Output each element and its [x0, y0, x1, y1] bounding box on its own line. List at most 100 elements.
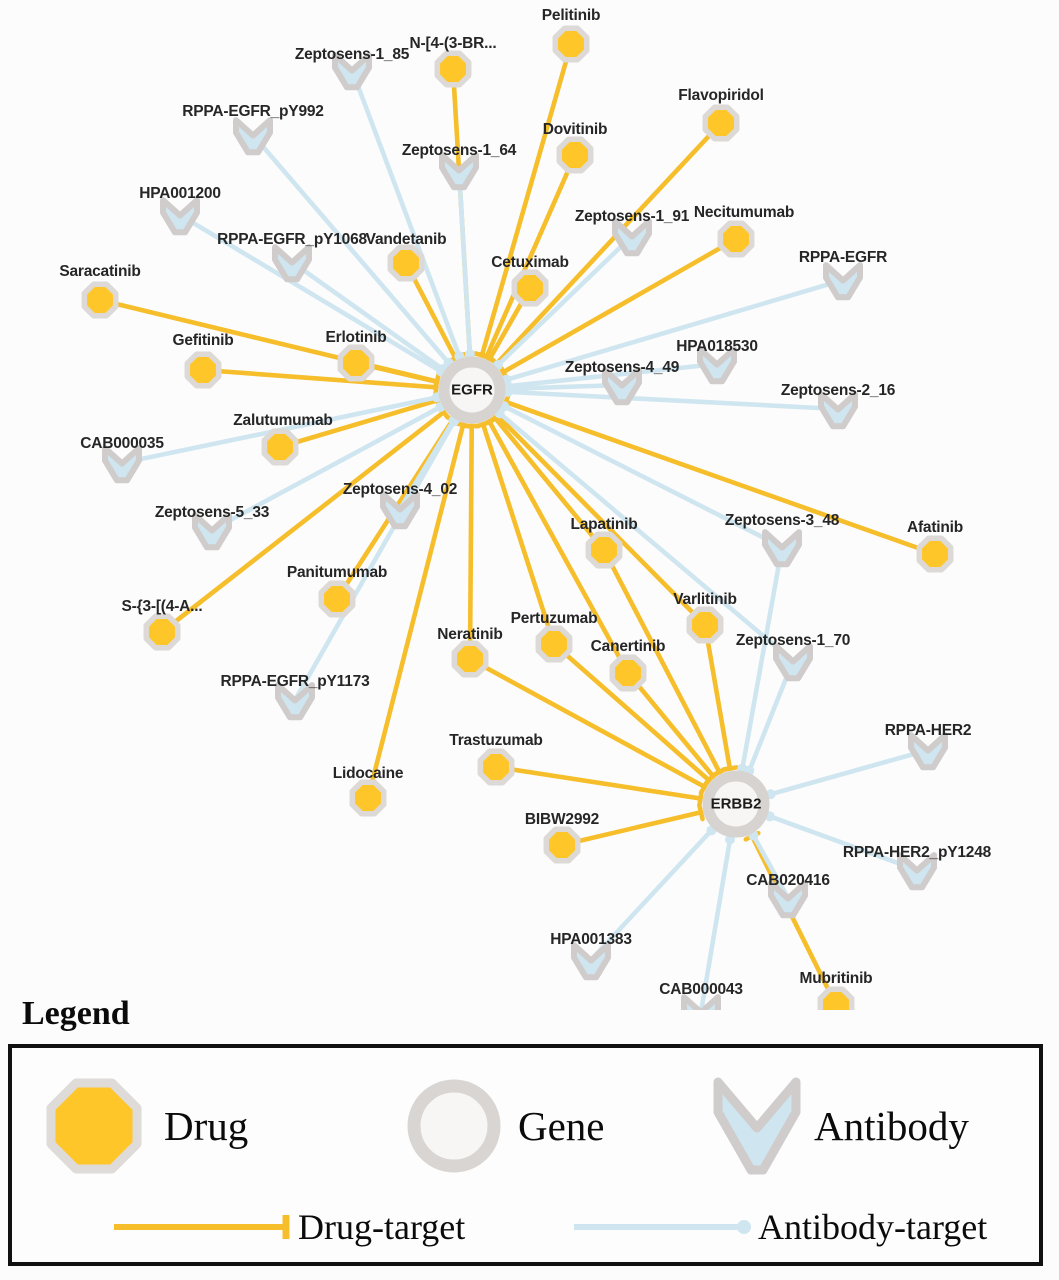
antibody-node[interactable] [908, 732, 948, 771]
drug-node[interactable] [717, 220, 755, 258]
antibody-node[interactable] [272, 244, 312, 283]
edge-antibody [495, 233, 635, 368]
edge-drug [467, 656, 707, 790]
legend-label-antibody: Antibody [814, 1103, 969, 1149]
edge-drug [625, 670, 716, 779]
edge-antibody [250, 132, 451, 365]
drug-node[interactable] [511, 269, 549, 307]
drug-node[interactable] [143, 613, 181, 651]
legend-label-drug: Drug [164, 1103, 249, 1149]
gene-node-label: ERBB2 [710, 795, 762, 813]
legend-item-antibody-target: Antibody-target [568, 1206, 987, 1248]
edge-drug [559, 809, 704, 848]
gene-node-label: EGFR [451, 381, 493, 399]
edge-drug [492, 415, 607, 553]
antibody-node[interactable] [102, 445, 142, 484]
edge-antibody [497, 410, 796, 664]
drug-node[interactable] [184, 351, 222, 389]
edge-drug [500, 236, 739, 375]
antibody-node[interactable] [612, 218, 652, 257]
drug-node[interactable] [552, 25, 590, 63]
legend-label-antibody-target: Antibody-target [758, 1207, 988, 1247]
drug-node[interactable] [556, 136, 594, 174]
legend-item-antibody: Antibody [702, 1066, 969, 1186]
edge-drug [494, 120, 724, 366]
drug-node[interactable] [535, 625, 573, 663]
edge-antibody [505, 389, 841, 412]
drug-node[interactable] [702, 104, 740, 142]
drug-node[interactable] [261, 428, 299, 466]
edge-antibody [740, 544, 785, 771]
antibody-node[interactable] [602, 367, 642, 406]
antibody-target-edge-icon [574, 1220, 751, 1234]
edge-antibody [209, 404, 443, 533]
antibody-node[interactable] [681, 994, 721, 1010]
antibody-node[interactable] [897, 852, 937, 891]
edge-drug [487, 419, 631, 676]
antibody-node[interactable] [275, 682, 315, 721]
antibody-node[interactable] [380, 491, 420, 530]
antibody-chevron-icon [713, 1077, 801, 1175]
antibody-node[interactable] [697, 346, 737, 385]
edge-antibody [289, 259, 445, 372]
network-canvas [81, 25, 954, 1010]
edge-antibody [177, 212, 444, 374]
legend-title: Legend [22, 995, 130, 1032]
antibody-node[interactable] [332, 52, 372, 91]
antibody-node[interactable] [773, 643, 813, 682]
drug-node[interactable] [451, 640, 489, 678]
antibody-node[interactable] [233, 117, 273, 156]
drug-node[interactable] [686, 606, 724, 644]
drug-node[interactable] [543, 826, 581, 864]
edge-drug [365, 422, 466, 801]
drug-node[interactable] [585, 531, 623, 569]
antibody-node[interactable] [571, 942, 611, 981]
drug-node[interactable] [817, 986, 855, 1010]
gene-node[interactable] [438, 356, 506, 424]
edge-drug [495, 413, 708, 628]
antibody-node[interactable] [823, 262, 863, 301]
legend-label-drug-target: Drug-target [298, 1207, 466, 1247]
drug-node[interactable] [916, 535, 954, 573]
drug-edge-endpoint [705, 769, 721, 783]
edge-layer [97, 41, 938, 1010]
antibody-node[interactable] [192, 512, 232, 551]
edge-antibody [767, 814, 920, 873]
antibody-node[interactable] [818, 391, 858, 430]
drug-edge-endpoint [720, 765, 740, 772]
edge-antibody [505, 382, 625, 392]
drug-edge-endpoint [481, 352, 499, 365]
drug-node[interactable] [609, 654, 647, 692]
drug-node[interactable] [318, 580, 356, 618]
antibody-node[interactable] [768, 880, 808, 919]
edge-drug [484, 152, 578, 360]
edge-drug [200, 367, 439, 390]
edge-drug [479, 41, 574, 358]
legend-item-drug-target: Drug-target [108, 1206, 465, 1248]
drug-edge-endpoint [697, 789, 704, 808]
edge-drug [702, 622, 733, 771]
gene-circle-icon [407, 1079, 501, 1173]
antibody-node[interactable] [762, 529, 802, 568]
edge-drug [601, 547, 722, 775]
edge-drug [159, 409, 446, 635]
drug-node[interactable] [434, 50, 472, 88]
antibody-node[interactable] [160, 197, 200, 236]
drug-node[interactable] [81, 281, 119, 319]
edge-antibody [349, 67, 462, 359]
edge-antibody [504, 277, 846, 383]
drug-node[interactable] [477, 748, 515, 786]
edge-drug [551, 641, 712, 783]
gene-node[interactable] [702, 770, 770, 838]
drug-node[interactable] [337, 344, 375, 382]
drug-node[interactable] [349, 779, 387, 817]
edge-drug [467, 423, 475, 662]
legend-label-gene: Gene [518, 1103, 605, 1149]
drug-target-edge-icon [114, 1215, 290, 1239]
drug-edge-endpoint [697, 803, 705, 822]
antibody-node[interactable] [439, 152, 479, 191]
edge-drug [480, 421, 557, 647]
edge-antibody [588, 828, 714, 963]
edge-antibody [699, 837, 733, 1010]
drug-node[interactable] [387, 244, 425, 282]
